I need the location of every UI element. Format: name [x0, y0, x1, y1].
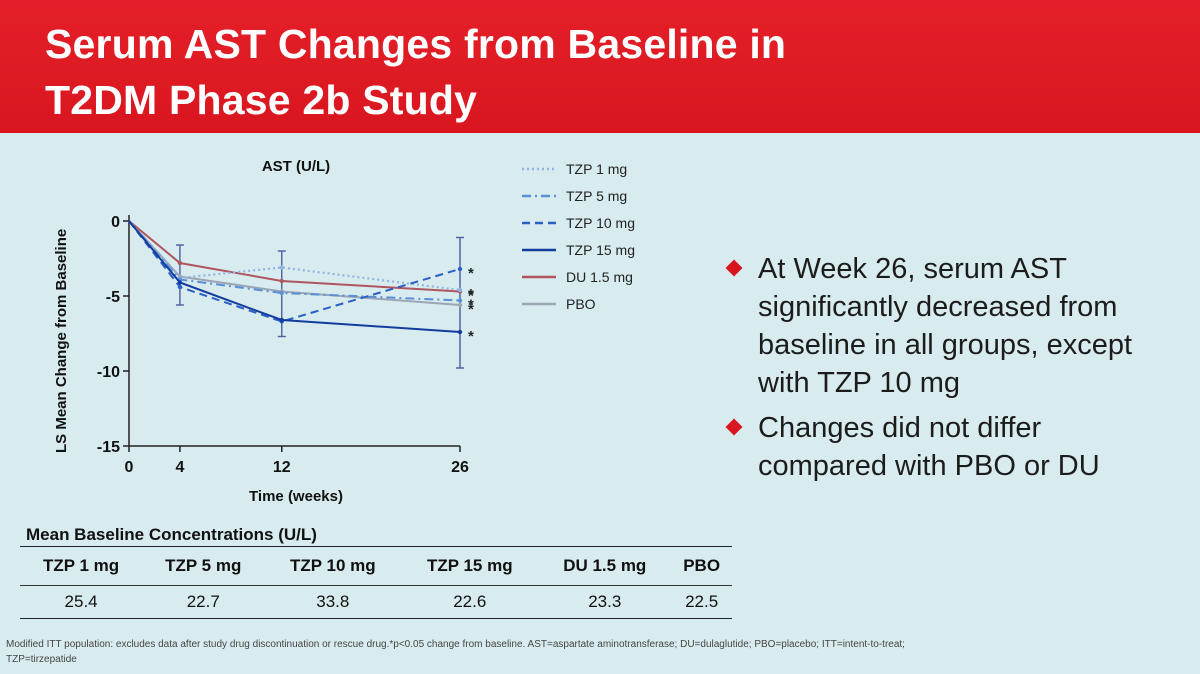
significance-asterisk: * — [468, 328, 474, 345]
legend-label: PBO — [566, 296, 596, 312]
table-header-cell: PBO — [671, 547, 732, 586]
data-point — [279, 290, 284, 296]
table-header-cell: TZP 10 mg — [264, 547, 402, 586]
table-header-row: TZP 1 mg TZP 5 mg TZP 10 mg TZP 15 mg DU… — [20, 547, 732, 586]
bullet-text: At Week 26, serum AST significantly decr… — [758, 253, 1133, 399]
legend-label: TZP 5 mg — [566, 188, 627, 204]
bullet-text: Changes did not differ compared with PBO… — [758, 412, 1100, 482]
table-cell: 23.3 — [588, 592, 622, 611]
table-header-cell: DU 1.5 mg — [538, 547, 672, 586]
legend: TZP 1 mg TZP 5 mg TZP 10 mg TZP 15 mg DU 1.5… — [522, 161, 635, 312]
baseline-table: TZP 1 mg TZP 5 mg TZP 10 mg TZP 15 mg DU… — [20, 546, 732, 619]
bullet-item: At Week 26, serum AST significantly decr… — [725, 250, 1168, 402]
diamond-bullet-icon — [725, 418, 743, 436]
significance-asterisk: * — [468, 301, 474, 318]
x-tick-label: 4 — [175, 459, 184, 476]
data-point — [279, 278, 284, 284]
bullet-list: At Week 26, serum AST significantly decr… — [725, 250, 1168, 492]
y-tick-label: -5 — [106, 289, 120, 306]
table-header-cell: TZP 15 mg — [401, 547, 539, 586]
y-tick-label: -10 — [97, 364, 120, 381]
table-row: 25.4 22.7 33.8 22.6 23.3 22.5 — [20, 586, 732, 619]
x-axis-label: Time (weeks) — [249, 488, 343, 505]
slide-header: Serum AST Changes from Baseline in T2DM … — [0, 0, 1200, 133]
legend-label: DU 1.5 mg — [566, 269, 633, 285]
chart-title: AST (U/L) — [262, 158, 330, 175]
table-cell: 22.5 — [685, 592, 719, 611]
slide-title-line2: T2DM Phase 2b Study — [45, 77, 478, 123]
significance-asterisk: * — [468, 297, 474, 314]
x-tick-label: 12 — [273, 459, 291, 476]
x-tick-label: 26 — [451, 459, 469, 476]
table-header-cell: TZP 5 mg — [142, 547, 265, 586]
series-line-tzp-15-mg — [128, 220, 461, 333]
diamond-bullet-icon — [725, 259, 743, 277]
data-point — [457, 266, 463, 272]
y-axis-label: LS Mean Change from Baseline — [53, 229, 70, 453]
series-line-tzp-10-mg — [128, 220, 461, 323]
legend-label: TZP 15 mg — [566, 242, 635, 258]
x-tick-label: 0 — [125, 459, 134, 476]
significance-asterisk: * — [468, 265, 474, 282]
footnote-line1: Modified ITT population: excludes data a… — [6, 639, 905, 650]
table-cell: 33.8 — [316, 592, 350, 611]
ast-line-chart: AST (U/L) LS Mean Change from Baseline T… — [53, 158, 635, 505]
slide-title-line1: Serum AST Changes from Baseline in — [45, 21, 787, 67]
series-lines — [128, 220, 463, 335]
significance-asterisk: * — [468, 288, 474, 305]
legend-label: TZP 10 mg — [566, 215, 635, 231]
axes: 0 -5 -10 -15 0 4 12 26 — [97, 214, 469, 476]
series-line-du-1-5-mg — [128, 220, 461, 293]
data-point — [457, 329, 463, 335]
table-header-cell: TZP 1 mg — [20, 547, 143, 586]
data-point — [279, 265, 284, 270]
data-point — [177, 260, 183, 266]
series-line-pbo — [128, 220, 461, 306]
legend-label: TZP 1 mg — [566, 161, 627, 177]
bullet-item: Changes did not differ compared with PBO… — [725, 409, 1168, 485]
footnote: Modified ITT population: excludes data a… — [6, 637, 1116, 667]
y-tick-label: 0 — [111, 214, 120, 231]
data-point — [279, 317, 284, 323]
significance-markers: ****** — [468, 265, 474, 345]
data-point — [457, 287, 463, 293]
table-title: Mean Baseline Concentrations (U/L) — [26, 525, 317, 544]
data-point — [457, 302, 463, 308]
table-cell: 22.6 — [453, 592, 487, 611]
table-cell: 22.7 — [186, 592, 220, 611]
data-point — [177, 280, 183, 285]
significance-asterisk: * — [468, 286, 474, 303]
data-point — [457, 298, 463, 303]
y-tick-label: -15 — [97, 439, 120, 456]
slide-title: Serum AST Changes from Baseline in T2DM … — [45, 16, 786, 128]
table-cell: 25.4 — [64, 592, 98, 611]
footnote-line2: TZP=tirzepatide — [6, 654, 77, 665]
data-point — [177, 284, 183, 290]
